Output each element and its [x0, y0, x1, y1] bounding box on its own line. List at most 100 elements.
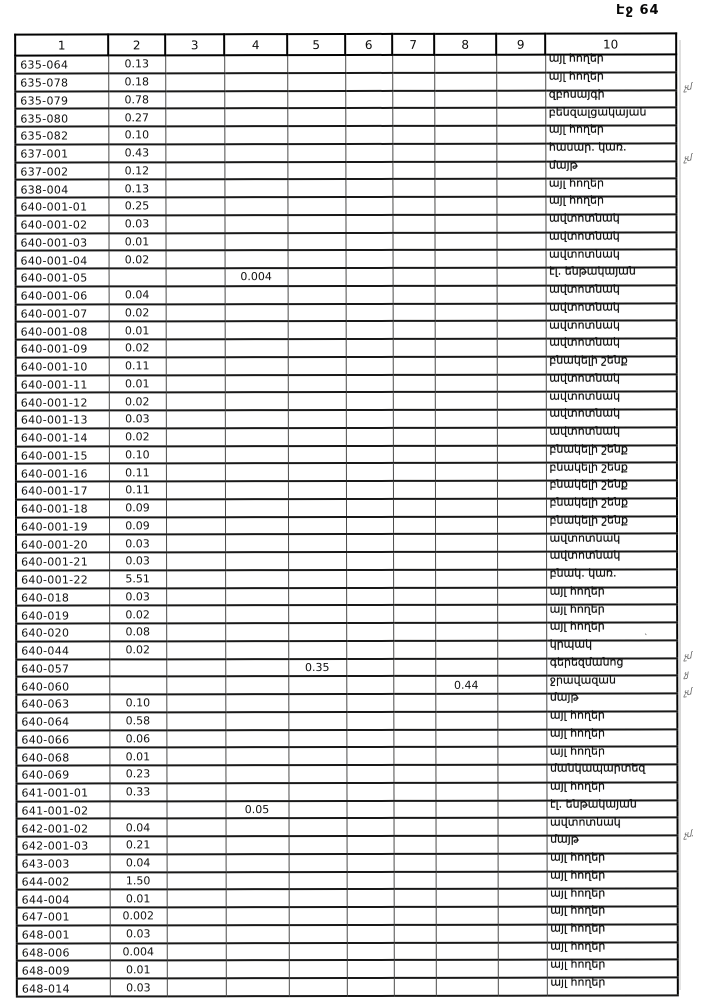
area-value-cell: 0.002	[109, 907, 167, 926]
empty-cell	[225, 765, 289, 783]
parcel-code-cell: 640-060	[16, 676, 110, 695]
empty-cell	[392, 196, 435, 215]
empty-cell	[345, 338, 393, 357]
empty-cell	[346, 622, 394, 641]
empty-cell	[108, 268, 166, 287]
area-value-cell: 0.04	[109, 818, 167, 837]
empty-cell	[345, 480, 393, 499]
empty-cell	[166, 658, 226, 677]
empty-cell	[435, 959, 498, 978]
empty-cell	[166, 516, 226, 535]
empty-cell	[435, 835, 498, 854]
empty-cell	[165, 126, 225, 145]
empty-cell	[496, 427, 546, 446]
empty-cell	[393, 569, 436, 588]
empty-cell	[434, 267, 497, 286]
empty-cell	[225, 889, 289, 908]
empty-cell	[496, 143, 546, 162]
area-value-cell: 0.11	[108, 463, 166, 482]
parcel-code: 635-078	[20, 76, 69, 90]
column-header: 5	[287, 34, 346, 56]
empty-cell	[345, 267, 393, 286]
empty-cell	[435, 871, 498, 890]
empty-cell	[166, 818, 226, 837]
empty-cell	[287, 339, 346, 357]
empty-cell	[165, 143, 225, 162]
empty-cell	[346, 605, 394, 624]
empty-cell	[393, 658, 436, 677]
land-use-label: բնակելի շենք	[549, 513, 629, 527]
parcel-code-cell: 640-064	[16, 712, 110, 731]
empty-cell	[224, 445, 288, 464]
empty-cell	[165, 392, 225, 411]
empty-cell	[392, 409, 435, 428]
empty-cell	[287, 463, 346, 482]
empty-cell	[435, 746, 498, 765]
empty-cell	[287, 214, 346, 233]
parcel-code: 637-002	[20, 165, 69, 179]
parcel-code-cell: 640-001-05	[15, 268, 109, 287]
empty-cell	[346, 534, 394, 553]
empty-cell	[496, 498, 547, 517]
empty-cell	[392, 267, 435, 286]
empty-cell	[392, 72, 435, 91]
empty-cell	[392, 161, 435, 180]
empty-cell	[435, 533, 498, 552]
empty-cell	[288, 924, 347, 943]
empty-cell	[287, 427, 346, 446]
empty-cell	[345, 143, 393, 162]
empty-cell	[497, 871, 547, 889]
empty-cell	[346, 551, 394, 570]
empty-cell	[346, 764, 394, 783]
empty-cell	[435, 888, 498, 907]
empty-cell	[224, 250, 288, 269]
parcel-code: 640-001-02	[20, 218, 88, 232]
area-value-cell: 0.004	[224, 268, 288, 286]
empty-cell	[288, 800, 347, 819]
empty-cell	[393, 605, 436, 623]
land-use-label: այլ հողեր	[549, 602, 605, 616]
empty-cell	[346, 729, 394, 748]
land-use-label: բենզալցակայան	[548, 105, 647, 119]
land-use-label: այլ հողեր	[548, 69, 604, 83]
area-value-cell: 0.02	[109, 605, 167, 624]
land-use-label: բնակելի շենք	[549, 460, 628, 474]
empty-cell	[224, 214, 288, 233]
empty-cell	[434, 54, 497, 73]
empty-cell	[496, 391, 546, 410]
empty-cell	[496, 161, 546, 179]
parcel-code: 640-001-17	[20, 484, 88, 498]
area-value-cell: 0.03	[108, 410, 166, 429]
empty-cell	[392, 232, 435, 251]
empty-cell	[497, 817, 547, 836]
parcel-code: 640-001-21	[21, 555, 89, 569]
empty-cell	[346, 889, 394, 908]
empty-cell	[435, 729, 498, 748]
parcel-code: 641-001-02	[21, 804, 89, 818]
land-use-label: էլ. ենթակայան	[549, 797, 637, 811]
parcel-code-cell: 635-079	[15, 90, 109, 109]
empty-cell	[393, 711, 436, 730]
empty-cell	[165, 90, 225, 109]
land-use-label: ավտոտնակ	[549, 406, 621, 421]
empty-cell	[166, 640, 226, 659]
empty-cell	[288, 942, 347, 961]
parcel-code: 640-020	[21, 626, 70, 640]
empty-cell	[346, 835, 394, 854]
empty-cell	[345, 125, 393, 144]
parcel-code: 640-001-03	[20, 236, 88, 250]
area-value-cell: 0.06	[109, 729, 167, 748]
parcel-code-cell: 640-001-18	[15, 499, 110, 518]
empty-cell	[225, 836, 289, 854]
empty-cell	[287, 126, 346, 144]
empty-cell	[165, 161, 225, 180]
empty-cell	[166, 534, 226, 553]
empty-cell	[497, 942, 547, 960]
empty-cell	[166, 569, 226, 588]
empty-cell	[287, 55, 346, 73]
empty-cell	[393, 800, 436, 819]
empty-cell	[393, 977, 436, 996]
area-value-cell: 0.01	[108, 321, 166, 340]
empty-cell	[434, 356, 497, 375]
